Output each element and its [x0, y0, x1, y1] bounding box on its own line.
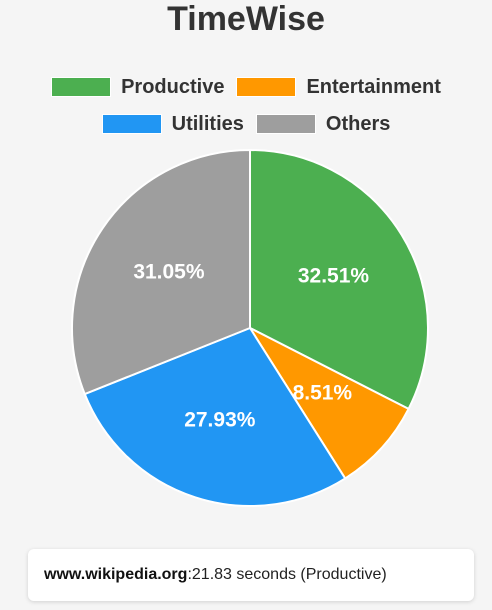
- app-title: TimeWise: [167, 0, 325, 38]
- pie-chart: 32.51% 8.51% 27.93% 31.05%: [0, 140, 492, 520]
- slice-label-productive: 32.51%: [298, 264, 370, 287]
- site-domain: www.wikipedia.org: [44, 566, 188, 583]
- legend-label-utilities: Utilities: [171, 112, 244, 135]
- slice-label-utilities: 27.93%: [184, 409, 256, 432]
- legend-swatch-others: [255, 114, 316, 134]
- legend-swatch-entertainment: [236, 77, 297, 97]
- legend-label-entertainment: Entertainment: [306, 75, 441, 98]
- site-separator: :: [187, 566, 192, 583]
- pie-slice-utilities[interactable]: [83, 326, 347, 507]
- site-stats-card: www.wikipedia.org: 21.83 seconds (Produc…: [28, 549, 474, 601]
- legend-item-others[interactable]: Others: [255, 112, 391, 136]
- legend-row-2: Utilities Others: [0, 111, 492, 137]
- legend-swatch-utilities: [101, 114, 162, 134]
- legend-label-productive: Productive: [121, 75, 225, 98]
- legend-item-utilities[interactable]: Utilities: [101, 112, 244, 136]
- pie-chart-svg: 32.51% 8.51% 27.93% 31.05%: [71, 148, 429, 507]
- legend-item-entertainment[interactable]: Entertainment: [236, 75, 441, 99]
- pie-slice-others[interactable]: [71, 148, 251, 396]
- legend-swatch-productive: [51, 77, 112, 97]
- chart-legend: Productive Entertainment Utilities Other…: [0, 74, 492, 148]
- legend-label-others: Others: [325, 112, 391, 135]
- pie-slice-productive[interactable]: [249, 148, 429, 411]
- slice-label-entertainment: 8.51%: [293, 382, 353, 405]
- pie-slice-entertainment[interactable]: [247, 325, 410, 480]
- legend-item-productive[interactable]: Productive: [51, 76, 224, 99]
- site-time-detail: 21.83 seconds (Productive): [191, 566, 387, 583]
- legend-row-1: Productive Entertainment: [0, 74, 492, 100]
- slice-label-others: 31.05%: [133, 261, 205, 284]
